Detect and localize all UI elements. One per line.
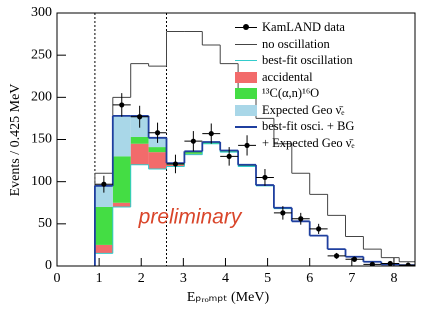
y-tick-label: 300	[31, 5, 52, 20]
x-tick-label: 7	[348, 271, 355, 286]
data-point	[208, 130, 214, 137]
y-tick-label: 100	[31, 174, 52, 189]
data-point	[333, 253, 340, 259]
legend-entry: best-fit oscillation	[232, 52, 355, 69]
band-segment	[112, 156, 131, 203]
band-segment	[112, 115, 131, 157]
data-point	[137, 114, 143, 120]
legend-entry: ¹³C(α,n)¹⁶O	[232, 85, 355, 102]
legend-symbol	[232, 52, 262, 69]
band-segment	[184, 151, 203, 154]
band-segment	[130, 143, 149, 165]
x-tick-label: 3	[180, 271, 187, 286]
x-tick-label: 1	[96, 271, 103, 286]
legend-label: no oscillation	[262, 36, 330, 51]
y-tick-label: 250	[31, 47, 52, 62]
legend-symbol	[232, 85, 262, 102]
data-point	[119, 102, 125, 108]
data-point	[369, 261, 375, 266]
data-point	[244, 142, 250, 149]
legend-symbol	[232, 69, 262, 86]
y-tick-label: 0	[45, 258, 52, 273]
band-segment	[130, 136, 149, 144]
annotation: preliminary	[138, 206, 243, 229]
x-tick-label: 8	[390, 271, 397, 286]
legend-label: best-fit osci. + BG + Expected Geo ν̄ₑ	[262, 119, 355, 150]
data-point	[316, 226, 322, 232]
legend-label: accidental	[262, 69, 313, 84]
data-point	[351, 256, 358, 262]
y-tick-label: 200	[31, 90, 52, 105]
legend-entry: Expected Geo ν̄ₑ	[232, 102, 355, 119]
data-point	[154, 130, 161, 136]
band-segment	[148, 147, 167, 153]
band-segment	[94, 185, 113, 207]
legend-label: ¹³C(α,n)¹⁶O	[262, 86, 320, 100]
legend-entry: accidental	[232, 69, 355, 86]
legend-entry: best-fit osci. + BG + Expected Geo ν̄ₑ	[232, 118, 355, 151]
band-segment	[94, 244, 113, 254]
data-point	[226, 153, 232, 159]
x-tick-label: 6	[306, 271, 313, 286]
band-segment	[112, 202, 131, 207]
legend-symbol	[232, 102, 262, 119]
x-tick-label: 2	[138, 271, 145, 286]
legend: KamLAND data no oscillation best-fit oscil…	[232, 19, 355, 151]
y-tick-label: 50	[38, 216, 52, 231]
band-segment	[148, 152, 167, 170]
data-point	[405, 262, 411, 266]
data-point	[387, 260, 393, 266]
data-point	[172, 161, 179, 167]
x-tick-label: 4	[222, 271, 229, 286]
legend-symbol	[232, 36, 262, 53]
y-tick-label: 150	[31, 132, 52, 147]
legend-label: Expected Geo ν̄ₑ	[262, 102, 345, 117]
x-tick-label: 0	[54, 271, 61, 286]
legend-entry: KamLAND data	[232, 19, 355, 36]
legend-symbol	[232, 118, 262, 135]
legend-symbol	[232, 19, 262, 36]
data-point	[298, 216, 304, 222]
data-point	[280, 210, 286, 216]
data-point	[262, 174, 268, 181]
x-tick-label: 5	[264, 271, 271, 286]
plot-area	[94, 13, 415, 266]
legend-label: KamLAND data	[262, 20, 345, 34]
band-segment	[94, 206, 113, 245]
y-axis-label: Events / 0.425 MeV	[8, 84, 23, 197]
x-axis-label: Eₚᵣₒₘₚₜ (MeV)	[187, 290, 270, 305]
legend-label: best-fit oscillation	[262, 53, 353, 67]
legend-entry: no oscillation	[232, 36, 355, 53]
data-point	[190, 138, 196, 144]
data-point	[101, 181, 107, 187]
